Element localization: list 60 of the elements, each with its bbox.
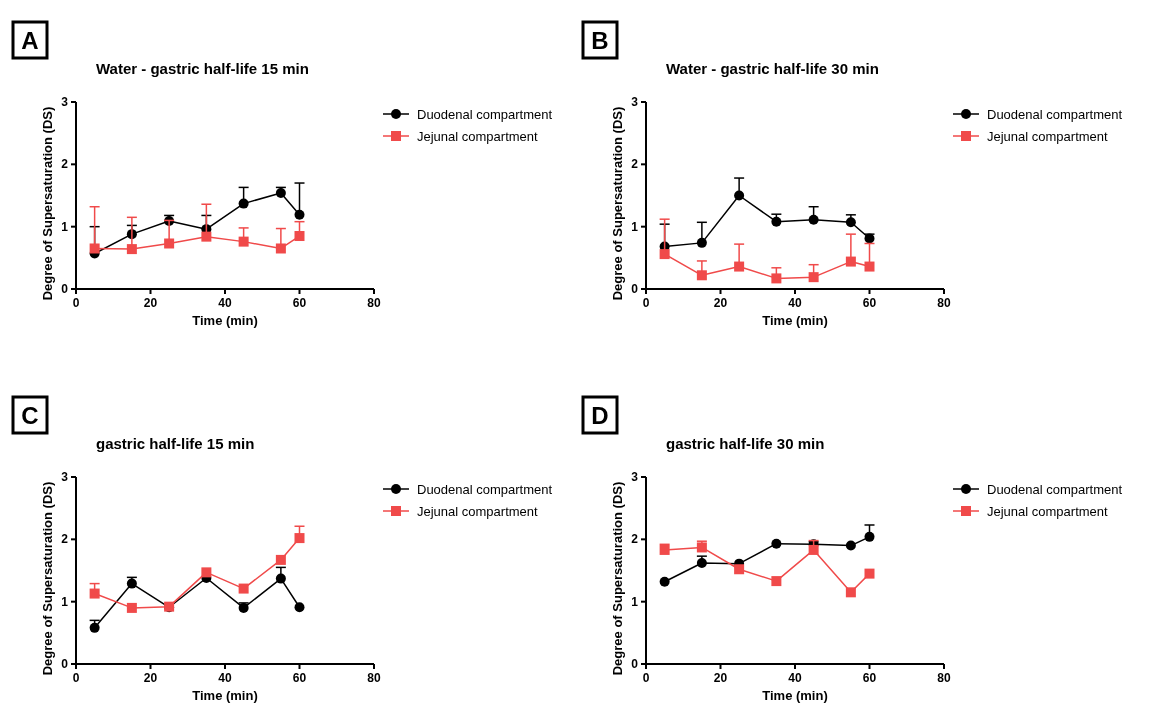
legend-label: Jejunal compartment xyxy=(987,129,1109,144)
x-tick-label: 80 xyxy=(937,296,951,310)
x-axis-title: Time (min) xyxy=(762,313,828,328)
x-tick-label: 40 xyxy=(788,296,802,310)
y-axis-title: Degree of Supersaturation (DS) xyxy=(610,106,625,301)
legend-label: Duodenal compartment xyxy=(417,107,553,122)
x-axis-title: Time (min) xyxy=(192,688,258,703)
x-tick-label: 20 xyxy=(713,296,728,310)
legend-label: Duodenal compartment xyxy=(987,482,1123,497)
text: D xyxy=(591,402,609,429)
y-tick-label: 2 xyxy=(631,157,639,172)
x-axis-title: Time (min) xyxy=(762,688,828,703)
y-tick-label: 1 xyxy=(631,594,639,609)
chart-title: Water - gastric half-life 15 min xyxy=(96,60,309,77)
y-tick-label: 0 xyxy=(631,282,639,296)
x-tick-label: 40 xyxy=(218,671,232,685)
y-tick-label: 2 xyxy=(61,157,69,172)
chart-title: gastric half-life 15 min xyxy=(96,435,255,452)
x-tick-label: 0 xyxy=(72,671,80,685)
x-tick-label: 60 xyxy=(292,296,307,310)
y-tick-label: 1 xyxy=(61,219,69,234)
x-tick-label: 60 xyxy=(862,671,877,685)
y-tick-label: 3 xyxy=(631,470,639,484)
y-tick-label: 3 xyxy=(61,470,69,484)
y-tick-label: 3 xyxy=(61,95,69,109)
y-tick-label: 0 xyxy=(61,657,69,671)
legend-label: Jejunal compartment xyxy=(417,504,539,519)
x-tick-label: 60 xyxy=(862,296,877,310)
x-tick-label: 80 xyxy=(937,671,951,685)
y-tick-label: 1 xyxy=(631,219,639,234)
x-tick-label: 20 xyxy=(143,296,158,310)
text: A xyxy=(21,27,39,54)
text: C xyxy=(21,402,39,429)
y-axis-title: Degree of Supersaturation (DS) xyxy=(40,106,55,301)
x-tick-label: 0 xyxy=(72,296,80,310)
x-tick-label: 0 xyxy=(642,296,650,310)
y-tick-label: 0 xyxy=(631,657,639,671)
legend-label: Duodenal compartment xyxy=(987,107,1123,122)
y-tick-label: 3 xyxy=(631,95,639,109)
legend-label: Jejunal compartment xyxy=(987,504,1109,519)
y-tick-label: 2 xyxy=(631,532,639,547)
x-axis-title: Time (min) xyxy=(192,313,258,328)
x-tick-label: 40 xyxy=(218,296,232,310)
y-axis-title: Degree of Supersaturation (DS) xyxy=(610,481,625,676)
chart-title: gastric half-life 30 min xyxy=(666,435,825,452)
y-tick-label: 1 xyxy=(61,594,69,609)
y-tick-label: 2 xyxy=(61,532,69,547)
x-tick-label: 80 xyxy=(367,671,381,685)
text: B xyxy=(591,27,609,54)
x-tick-label: 20 xyxy=(143,671,158,685)
legend-label: Jejunal compartment xyxy=(417,129,539,144)
y-axis-title: Degree of Supersaturation (DS) xyxy=(40,481,55,676)
x-tick-label: 60 xyxy=(292,671,307,685)
chart-title: Water - gastric half-life 30 min xyxy=(666,60,879,77)
legend-label: Duodenal compartment xyxy=(417,482,553,497)
x-tick-label: 40 xyxy=(788,671,802,685)
x-tick-label: 20 xyxy=(713,671,728,685)
x-tick-label: 80 xyxy=(367,296,381,310)
y-tick-label: 0 xyxy=(61,282,69,296)
x-tick-label: 0 xyxy=(642,671,650,685)
